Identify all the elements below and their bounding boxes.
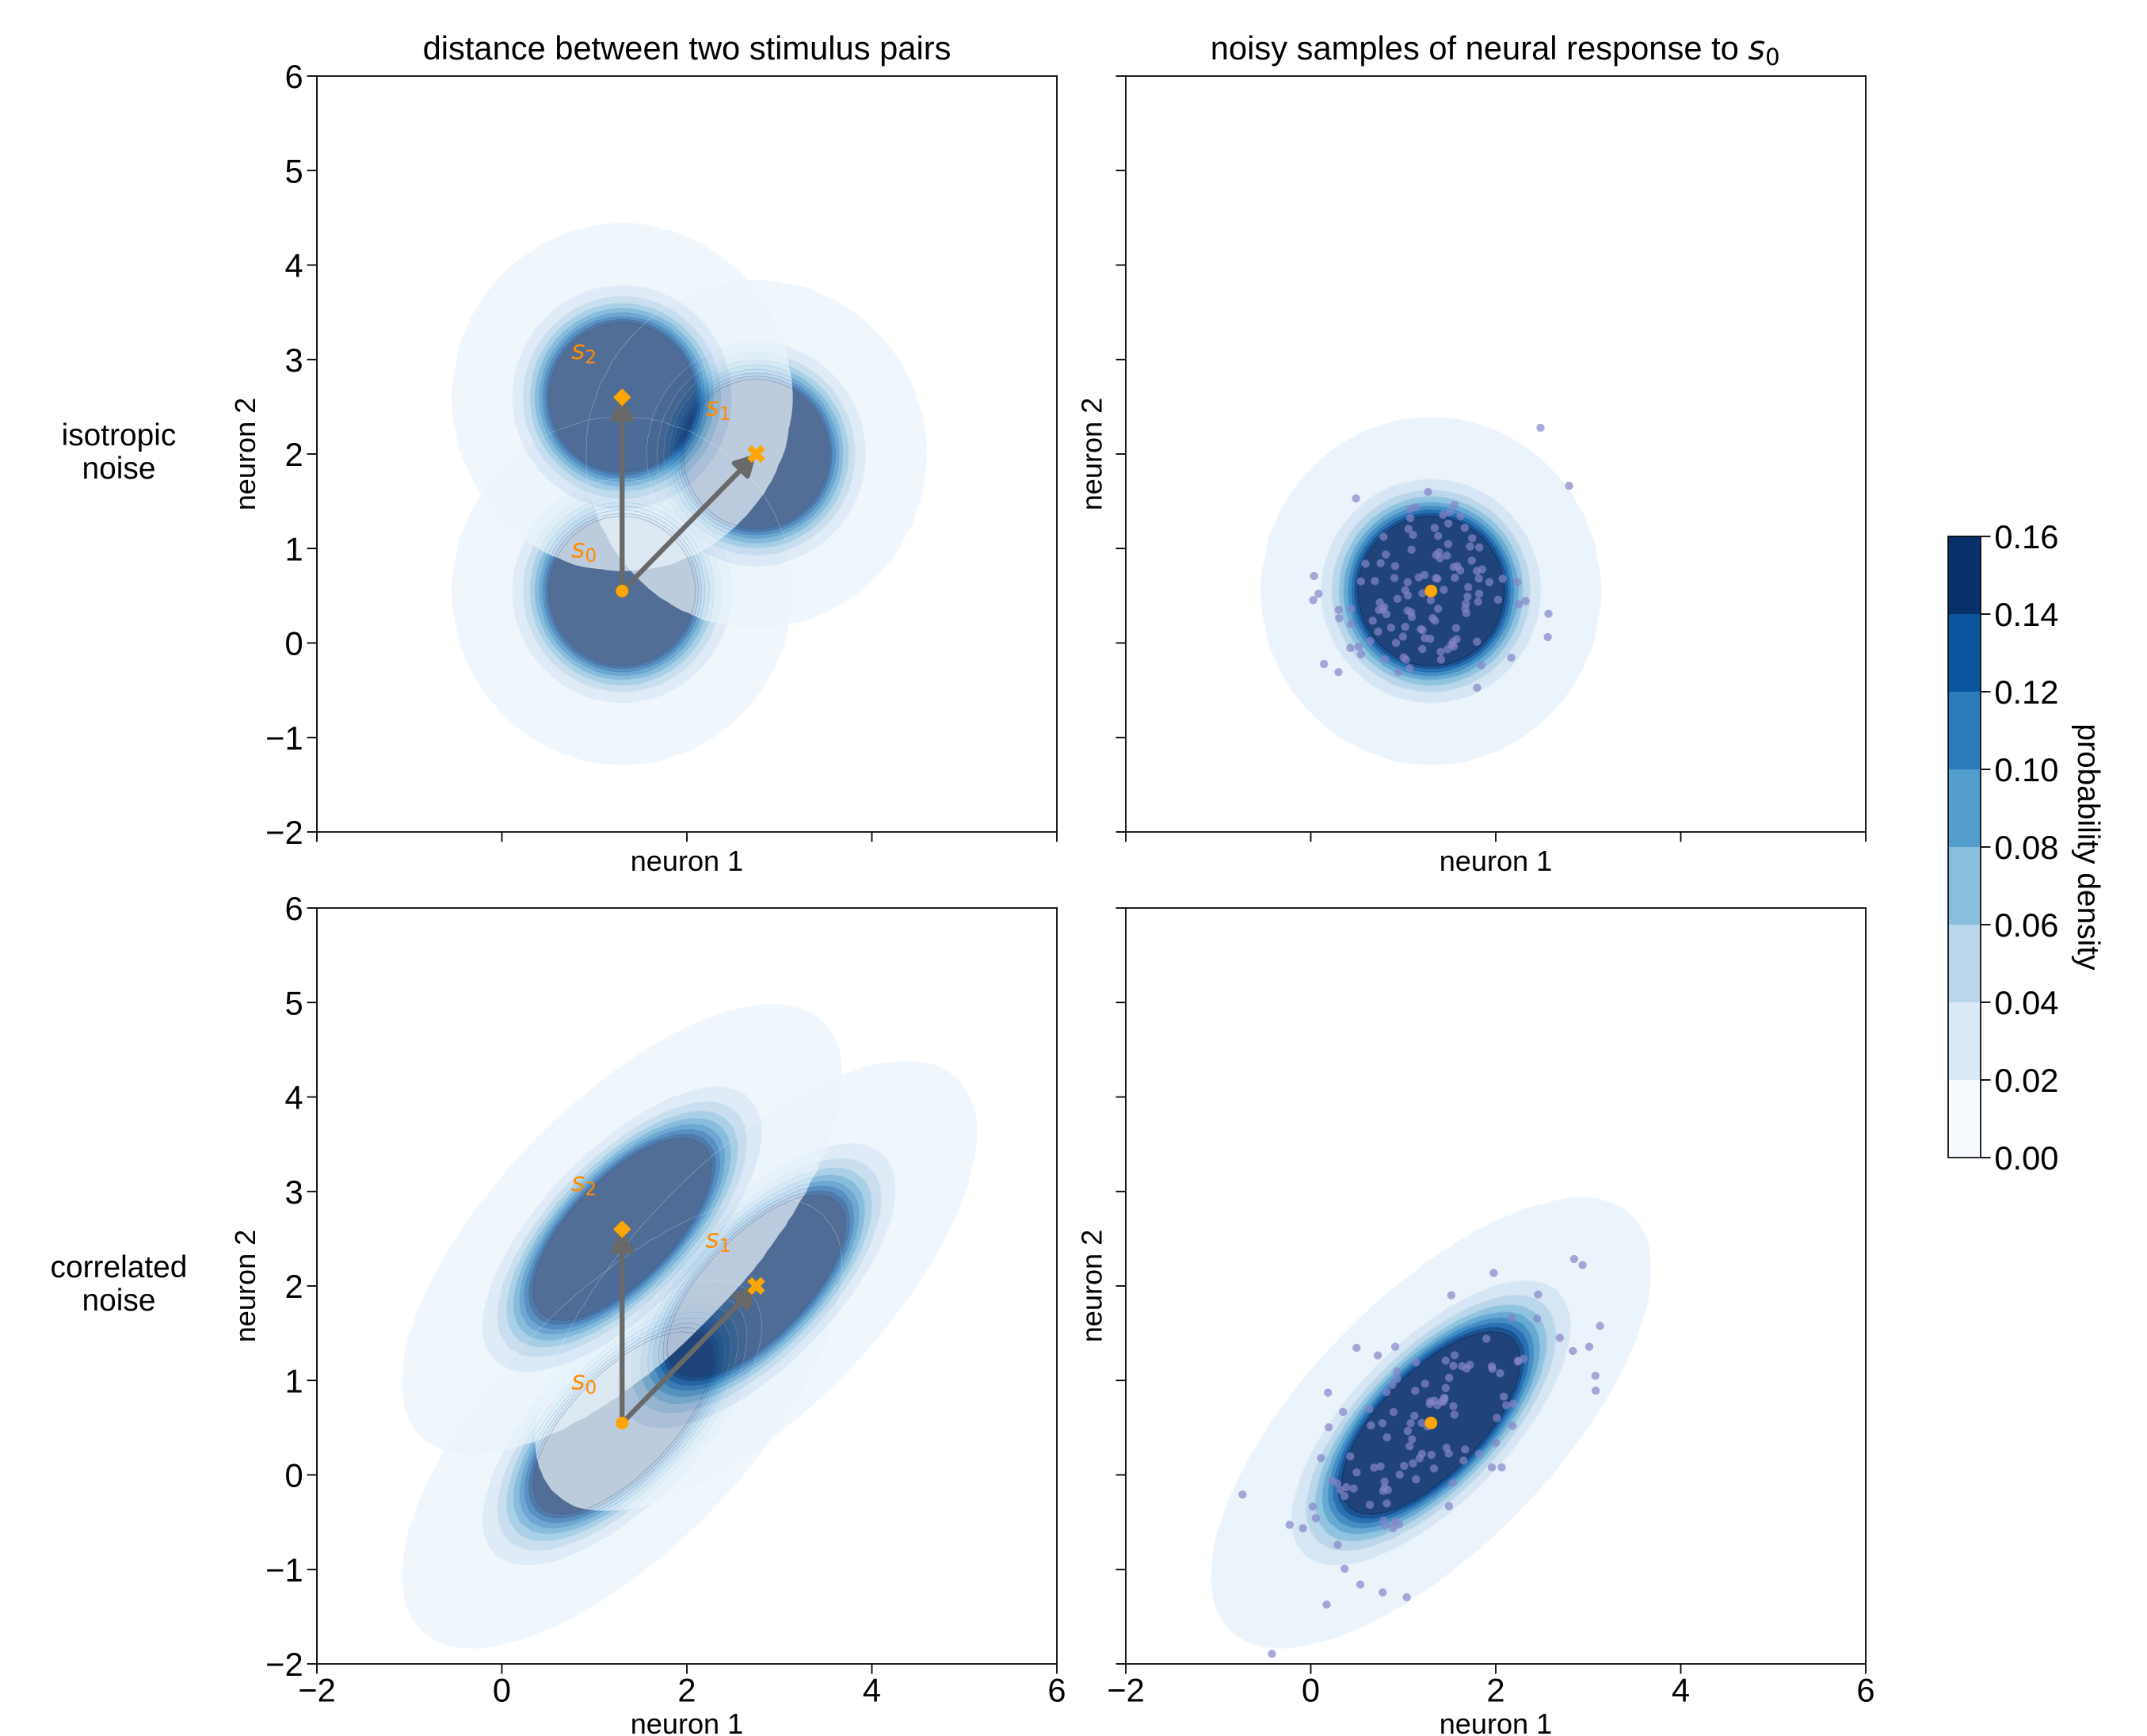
svg-text:probability density: probability density <box>2071 723 2105 971</box>
svg-text:0.04: 0.04 <box>1994 984 2058 1021</box>
svg-text:2: 2 <box>677 1672 696 1709</box>
svg-text:3: 3 <box>284 1173 303 1211</box>
svg-text:5: 5 <box>284 984 303 1021</box>
svg-text:6: 6 <box>1047 1672 1066 1709</box>
svg-text:6: 6 <box>1856 1672 1874 1709</box>
svg-text:neuron 1: neuron 1 <box>631 845 744 877</box>
svg-text:neuron 2: neuron 2 <box>229 1230 261 1343</box>
svg-text:4: 4 <box>1672 1672 1690 1709</box>
svg-text:−2: −2 <box>265 814 303 851</box>
svg-text:1: 1 <box>284 530 303 567</box>
svg-text:0.00: 0.00 <box>1994 1139 2058 1177</box>
svg-text:0: 0 <box>284 1457 303 1494</box>
svg-text:neuron 2: neuron 2 <box>1076 1230 1108 1343</box>
svg-text:noise: noise <box>82 452 156 486</box>
svg-text:distance between two stimulus: distance between two stimulus pairs <box>423 29 951 67</box>
svg-text:0.02: 0.02 <box>1994 1062 2058 1099</box>
svg-text:−2: −2 <box>1107 1672 1145 1709</box>
svg-text:neuron 1: neuron 1 <box>1440 1707 1553 1736</box>
svg-text:1: 1 <box>284 1362 303 1399</box>
svg-text:noise: noise <box>82 1284 156 1318</box>
svg-text:neuron 1: neuron 1 <box>1440 845 1553 877</box>
svg-text:0.08: 0.08 <box>1994 829 2058 866</box>
svg-text:3: 3 <box>284 341 303 379</box>
svg-text:2: 2 <box>284 1268 303 1305</box>
svg-text:4: 4 <box>863 1672 881 1709</box>
svg-text:−2: −2 <box>265 1646 303 1683</box>
svg-text:0.06: 0.06 <box>1994 906 2058 944</box>
svg-text:−1: −1 <box>265 719 303 757</box>
svg-text:0: 0 <box>1302 1672 1320 1709</box>
svg-text:2: 2 <box>284 436 303 473</box>
svg-text:n o i s y: n o i s y s a m p l e s o f n e u r a l … <box>1211 29 1780 71</box>
svg-text:neuron 2: neuron 2 <box>1076 398 1108 511</box>
svg-text:−1: −1 <box>265 1551 303 1589</box>
svg-text:−2: −2 <box>298 1672 336 1709</box>
svg-text:0.16: 0.16 <box>1994 518 2058 555</box>
svg-text:0: 0 <box>284 625 303 662</box>
svg-text:0: 0 <box>493 1672 511 1709</box>
svg-text:6: 6 <box>284 890 303 927</box>
svg-text:neuron 1: neuron 1 <box>631 1707 744 1736</box>
svg-text:4: 4 <box>284 247 303 284</box>
svg-text:2: 2 <box>1486 1672 1504 1709</box>
svg-text:0.14: 0.14 <box>1994 596 2058 633</box>
svg-text:0.10: 0.10 <box>1994 751 2058 788</box>
svg-text:4: 4 <box>284 1079 303 1116</box>
svg-text:5: 5 <box>284 152 303 189</box>
svg-text:6: 6 <box>284 58 303 95</box>
svg-text:correlated: correlated <box>51 1250 188 1284</box>
svg-text:0.12: 0.12 <box>1994 673 2058 711</box>
svg-text:neuron 2: neuron 2 <box>229 398 261 511</box>
svg-text:isotropic: isotropic <box>62 418 177 452</box>
